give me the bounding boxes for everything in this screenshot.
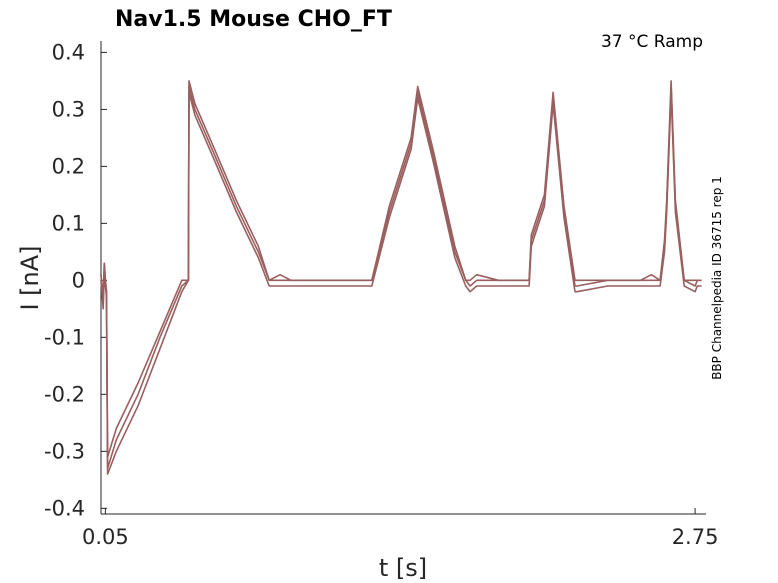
y-tick-label: 0.1 xyxy=(52,211,85,235)
current-trace xyxy=(100,80,702,458)
y-tick-label: 0.4 xyxy=(52,40,85,64)
x-tick-label: 0.05 xyxy=(82,525,129,549)
x-ticks: 0.05 2.75 xyxy=(82,508,718,549)
y-tick-label: -0.2 xyxy=(44,382,85,406)
current-trace xyxy=(100,85,702,470)
x-axis-label: t [s] xyxy=(379,554,427,582)
y-tick-label: -0.3 xyxy=(44,439,85,463)
y-tick-label: -0.1 xyxy=(44,325,85,349)
current-trace xyxy=(100,91,702,475)
source-id-label: BBP Channelpedia ID 36715 rep 1 xyxy=(710,176,724,380)
x-tick-label: 2.75 xyxy=(672,525,719,549)
y-tick-label: -0.4 xyxy=(44,496,85,520)
condition-annotation: 37 °C Ramp xyxy=(601,32,703,52)
y-tick-label: 0.3 xyxy=(52,97,85,121)
axes: 0.4 0.3 0.2 0.1 0 -0.1 -0.2 -0.3 -0.4 0.05 2.75 xyxy=(44,40,718,549)
y-tick-label: 0 xyxy=(72,268,85,292)
y-ticks: 0.4 0.3 0.2 0.1 0 -0.1 -0.2 -0.3 -0.4 xyxy=(44,40,107,520)
y-axis-label: I [nA] xyxy=(16,245,44,310)
series-layer xyxy=(100,80,702,475)
chart-title: Nav1.5 Mouse CHO_FT xyxy=(115,7,392,32)
y-tick-label: 0.2 xyxy=(52,154,85,178)
